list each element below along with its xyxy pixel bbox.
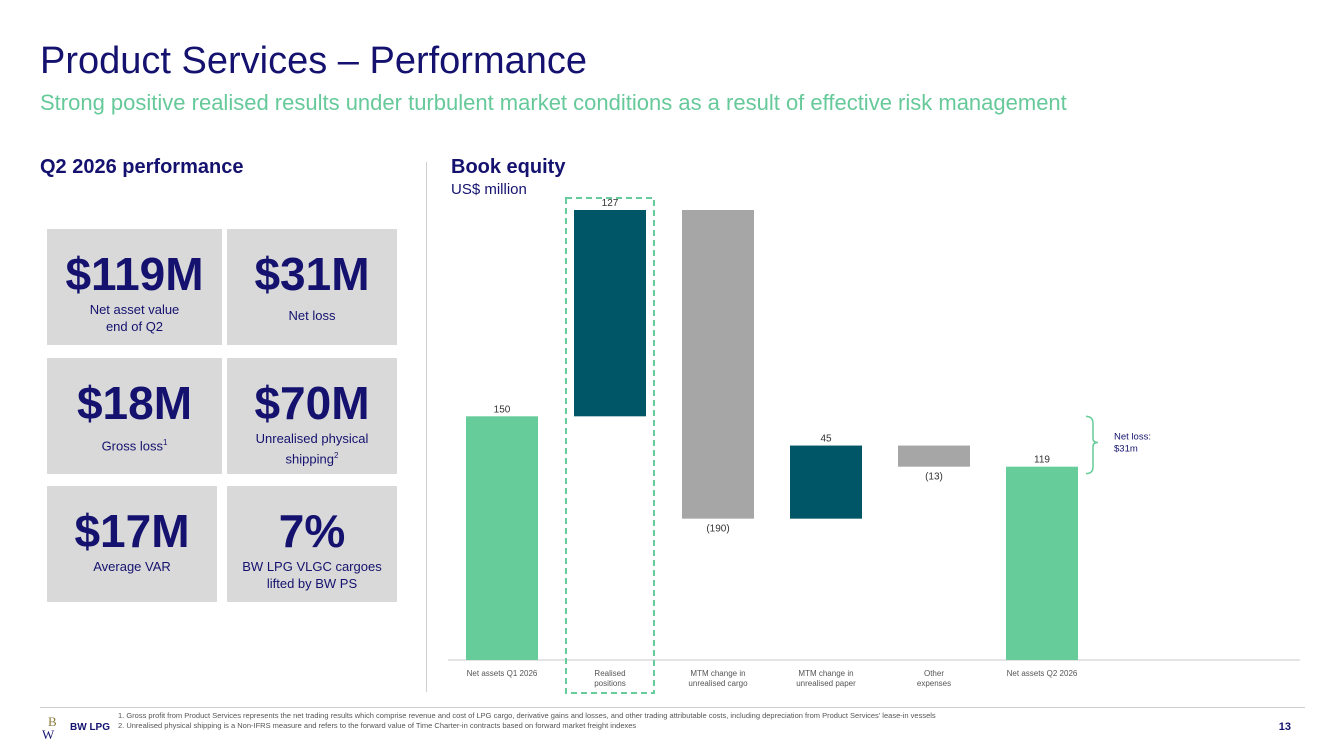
kpi-value: $17M bbox=[74, 505, 190, 557]
x-tick-label: MTM change in unrealised paper bbox=[796, 669, 856, 688]
data-label: (190) bbox=[706, 524, 729, 535]
bw-lpg-logo-icon: B W bbox=[42, 714, 57, 740]
bar-0 bbox=[466, 416, 538, 660]
page-title: Product Services – Performance bbox=[40, 40, 588, 82]
company-logo: B W BW LPG bbox=[42, 714, 110, 740]
data-label: 127 bbox=[602, 198, 619, 209]
book-equity-waterfall-chart: 150 Net assets Q1 2026 127 Realised position… bbox=[448, 197, 1300, 694]
bar-1 bbox=[574, 210, 646, 417]
footnotes: 1. Gross profit from Product Services re… bbox=[118, 711, 936, 731]
svg-text:W: W bbox=[42, 727, 55, 740]
footer-divider bbox=[40, 707, 1305, 708]
kpi-label: Net asset value end of Q2 bbox=[89, 302, 180, 334]
kpi-tile-average-var: $17M Average VAR bbox=[47, 486, 217, 602]
book-equity-heading: Book equity bbox=[451, 156, 566, 178]
page-subtitle: Strong positive realised results under t… bbox=[40, 90, 1067, 115]
x-tick-label: MTM change in unrealised cargo bbox=[688, 669, 748, 688]
kpi-label: BW LPG VLGC cargoes lifted by BW PS bbox=[242, 559, 382, 591]
kpi-value: $70M bbox=[254, 377, 370, 429]
footnote-ref: 2 bbox=[333, 451, 339, 460]
x-tick-label: Other expenses bbox=[917, 669, 951, 688]
kpi-label: Gross loss bbox=[101, 438, 163, 454]
performance-heading: Q2 2026 performance bbox=[40, 156, 244, 178]
x-tick-label: Net assets Q1 2026 bbox=[467, 669, 538, 678]
page-number: 13 bbox=[1278, 721, 1291, 733]
footnote-2: 2. Unrealised physical shipping is a Non… bbox=[118, 721, 637, 730]
kpi-tile-gross-loss: $18M Gross loss1 bbox=[47, 358, 222, 474]
bar-3 bbox=[790, 445, 862, 519]
kpi-value: $18M bbox=[76, 377, 193, 429]
data-label: 119 bbox=[1034, 455, 1050, 466]
kpi-label-wrap: Gross loss1 bbox=[47, 434, 222, 454]
bar-4 bbox=[898, 445, 970, 467]
kpi-value: $31M bbox=[254, 248, 370, 300]
kpi-tile-vlgc-cargoes: 7% BW LPG VLGC cargoes lifted by BW PS bbox=[227, 486, 397, 602]
kpi-label: Net loss bbox=[288, 308, 336, 323]
kpi-tile-net-loss: $31M Net loss bbox=[227, 229, 397, 345]
svg-text:B: B bbox=[48, 714, 57, 729]
chart-unit-label: US$ million bbox=[451, 181, 527, 198]
logo-text: BW LPG bbox=[70, 721, 110, 733]
footnote-1: 1. Gross profit from Product Services re… bbox=[118, 711, 936, 720]
kpi-value: $119M bbox=[65, 248, 204, 300]
net-loss-bracket bbox=[1085, 415, 1099, 475]
bar-5 bbox=[1006, 466, 1078, 660]
kpi-value: 7% bbox=[278, 505, 346, 557]
bar-2 bbox=[682, 210, 754, 519]
data-label: 150 bbox=[494, 404, 511, 415]
section-divider bbox=[426, 162, 427, 692]
data-label: 45 bbox=[820, 434, 832, 445]
kpi-label-wrap: Unrealised physical shipping2 bbox=[227, 430, 397, 467]
kpi-label: Unrealised physical shipping bbox=[255, 431, 369, 467]
net-loss-annotation: Net loss: $31m bbox=[1114, 431, 1151, 454]
kpi-tile-nav: $119M Net asset value end of Q2 bbox=[47, 229, 222, 345]
kpi-label: Average VAR bbox=[93, 559, 171, 574]
x-tick-label: Net assets Q2 2026 bbox=[1007, 669, 1078, 678]
footnote-ref: 1 bbox=[162, 438, 168, 447]
kpi-tile-unrealised-shipping: $70M Unrealised physical shipping2 bbox=[227, 358, 397, 474]
data-label: (13) bbox=[925, 472, 943, 483]
x-tick-label: Realised positions bbox=[594, 669, 626, 688]
highlight-box bbox=[565, 197, 655, 694]
